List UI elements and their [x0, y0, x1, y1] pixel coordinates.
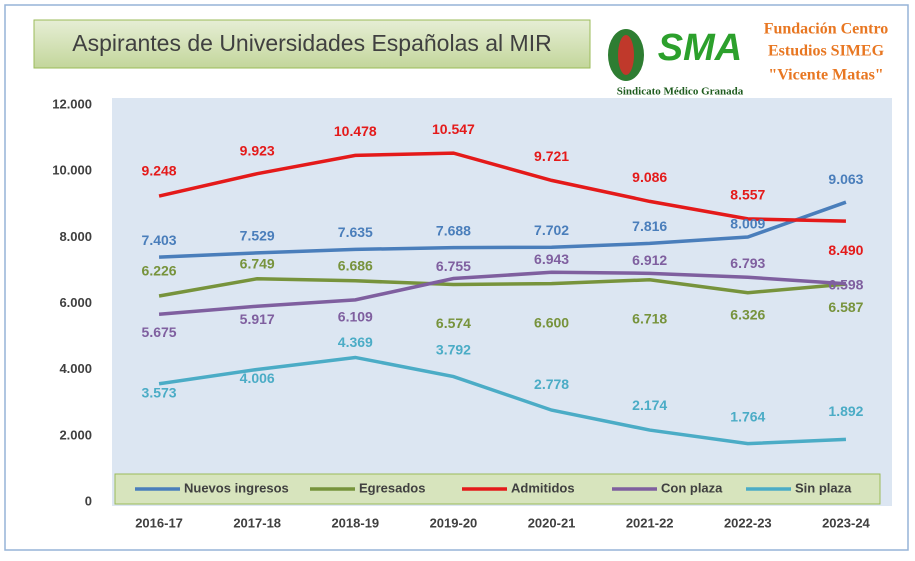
- data-label: 9.923: [240, 142, 275, 158]
- data-label: 3.573: [142, 384, 177, 400]
- y-tick-label: 0: [85, 493, 92, 508]
- data-label: 7.635: [338, 224, 373, 240]
- x-tick-label: 2018-19: [331, 515, 379, 530]
- data-label: 2.778: [534, 376, 569, 392]
- x-tick-label: 2016-17: [135, 515, 183, 530]
- series-line: [158, 276, 847, 298]
- data-label: 9.721: [534, 148, 569, 164]
- data-label: 6.943: [534, 251, 569, 267]
- logo-union: Sindicato Médico Granada: [617, 86, 744, 98]
- data-label: 5.675: [142, 324, 177, 340]
- x-tick-label: 2023-24: [822, 515, 870, 530]
- data-label: 4.369: [338, 334, 373, 350]
- legend-label: Con plaza: [661, 480, 723, 495]
- y-tick-label: 12.000: [52, 96, 92, 111]
- logo-emblem-inner: [618, 35, 634, 75]
- x-tick-label: 2021-22: [626, 515, 674, 530]
- data-label: 9.248: [142, 163, 177, 179]
- data-label: 4.006: [240, 370, 275, 386]
- series-line: [158, 200, 847, 259]
- data-label: 6.718: [632, 310, 667, 326]
- data-label: 1.764: [730, 408, 765, 424]
- legend-label: Egresados: [359, 480, 425, 495]
- data-label: 2.174: [632, 397, 667, 413]
- data-label: 6.226: [142, 263, 177, 279]
- x-tick-label: 2017-18: [233, 515, 281, 530]
- data-label: 6.600: [534, 314, 569, 330]
- data-label: 6.574: [436, 315, 471, 331]
- legend-label: Admitidos: [511, 480, 575, 495]
- logo-foundation: Estudios SIMEG: [768, 43, 885, 60]
- series-line: [158, 355, 847, 446]
- data-label: 6.326: [730, 306, 765, 322]
- data-label: 6.912: [632, 252, 667, 268]
- data-label: 10.478: [334, 123, 377, 139]
- legend-label: Sin plaza: [795, 480, 852, 495]
- data-label: 6.598: [828, 276, 863, 292]
- y-tick-label: 6.000: [59, 295, 92, 310]
- data-label: 6.755: [436, 258, 471, 274]
- series-line: [158, 151, 846, 223]
- y-tick-label: 4.000: [59, 361, 92, 376]
- data-label: 9.086: [632, 169, 667, 185]
- chart-title: Aspirantes de Universidades Españolas al…: [72, 30, 551, 56]
- x-tick-label: 2019-20: [430, 515, 478, 530]
- logo-foundation: Fundación Centro: [764, 21, 889, 38]
- y-tick-label: 2.000: [59, 427, 92, 442]
- logo-foundation: "Vicente Matas": [768, 67, 883, 84]
- data-label: 7.816: [632, 218, 667, 234]
- data-label: 7.688: [436, 222, 471, 238]
- data-label: 8.557: [730, 187, 765, 203]
- series-line: [158, 270, 847, 316]
- data-label: 3.792: [436, 341, 471, 357]
- data-label: 6.749: [240, 255, 275, 271]
- y-tick-label: 8.000: [59, 229, 92, 244]
- data-label: 7.702: [534, 222, 569, 238]
- data-label: 6.793: [730, 255, 765, 271]
- legend-label: Nuevos ingresos: [184, 480, 289, 495]
- y-tick-label: 10.000: [52, 163, 92, 178]
- data-label: 8.490: [828, 242, 863, 258]
- data-label: 5.917: [240, 311, 275, 327]
- data-label: 9.063: [828, 171, 863, 187]
- x-tick-label: 2020-21: [528, 515, 576, 530]
- data-label: 1.892: [828, 403, 863, 419]
- data-label: 6.109: [338, 309, 373, 325]
- title-box: [33, 19, 591, 69]
- data-label: 6.686: [338, 258, 373, 274]
- data-label: 7.403: [142, 232, 177, 248]
- plot-area: [112, 98, 892, 506]
- data-label: 10.547: [432, 121, 475, 137]
- logo-acronym: SMA: [658, 27, 742, 69]
- data-label: 8.009: [730, 216, 765, 232]
- x-tick-label: 2022-23: [724, 515, 772, 530]
- data-label: 6.587: [828, 299, 863, 315]
- data-label: 7.529: [240, 228, 275, 244]
